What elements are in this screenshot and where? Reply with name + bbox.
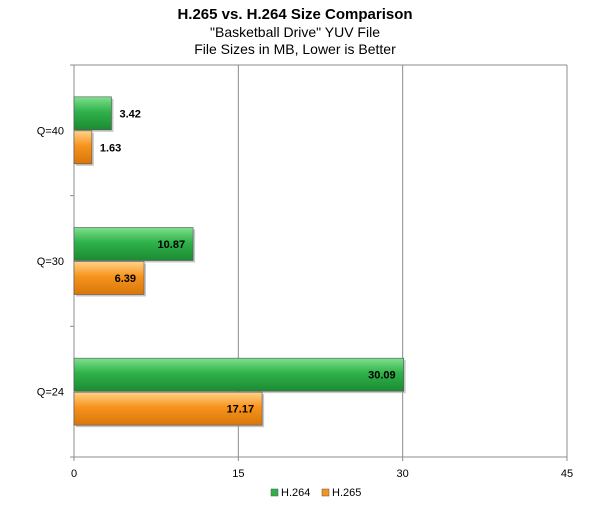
category-label-q-30: Q=30 [37, 256, 64, 268]
legend-label-h-264: H.264 [281, 487, 310, 499]
chart-title-block: H.265 vs. H.264 Size Comparison "Basketb… [0, 6, 590, 58]
bar-h-264-q-24 [73, 357, 404, 392]
x-tick-label-45: 45 [561, 468, 573, 480]
chart-subtitle-1: "Basketball Drive" YUV File [210, 24, 380, 40]
bar-h-265-q-24 [73, 391, 263, 426]
bar-h-265-q-30 [73, 261, 145, 295]
value-label-h-265-q-40: 1.63 [100, 142, 121, 154]
x-tick-label-15: 15 [232, 468, 244, 480]
value-label-h-264-q-24: 30.09 [368, 370, 396, 382]
category-label-q-24: Q=24 [37, 387, 64, 399]
legend-swatch-h-265 [321, 488, 330, 497]
chart-subtitle-2: File Sizes in MB, Lower is Better [194, 41, 396, 57]
value-label-h-265-q-30: 6.39 [115, 273, 136, 285]
x-tick-label-30: 30 [397, 468, 409, 480]
legend-label-h-265: H.265 [332, 487, 361, 499]
value-label-h-264-q-30: 10.87 [158, 239, 186, 251]
bar-h-264-q-30 [73, 227, 194, 261]
x-tick-label-0: 0 [71, 468, 77, 480]
legend-swatch-h-264 [270, 488, 279, 497]
chart-title: H.265 vs. H.264 Size Comparison [177, 6, 413, 23]
category-label-q-40: Q=40 [37, 125, 64, 137]
value-label-h-265-q-24: 17.17 [227, 404, 255, 416]
value-label-h-264-q-40: 3.42 [119, 108, 140, 120]
bar-h-265-q-40 [73, 130, 93, 165]
bar-h-264-q-40 [73, 96, 112, 131]
